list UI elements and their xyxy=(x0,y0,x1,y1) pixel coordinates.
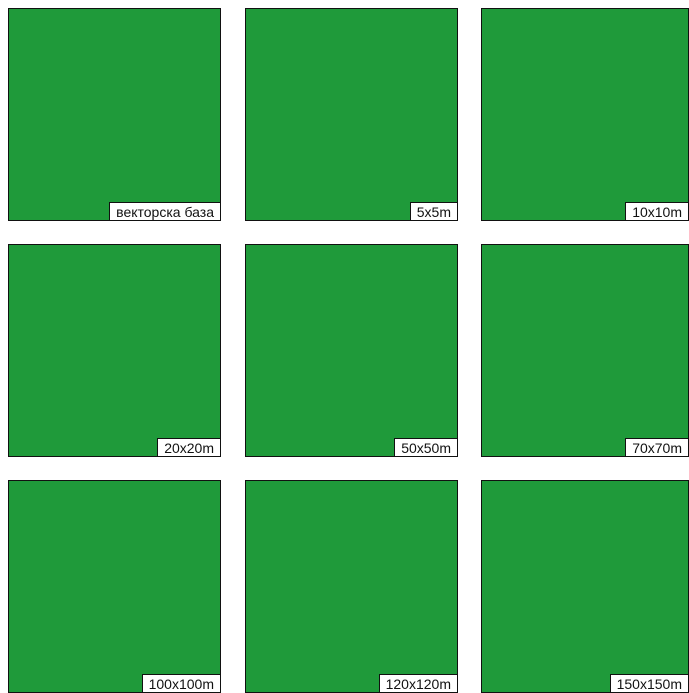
panel-label: 50x50m xyxy=(394,438,457,456)
panel-label: 5x5m xyxy=(409,202,457,220)
map-50x50 xyxy=(246,245,457,456)
map-background xyxy=(9,245,220,456)
map-background xyxy=(246,245,457,456)
map-panel-150x150: 150x150m xyxy=(481,480,689,693)
map-70x70 xyxy=(482,247,688,454)
map-100x100 xyxy=(9,481,220,692)
map-background xyxy=(246,481,457,692)
map-20x20 xyxy=(9,245,220,456)
map-background xyxy=(9,9,220,220)
map-panel-50x50: 50x50m xyxy=(245,244,458,457)
map-panel-5x5: 5x5m xyxy=(245,8,458,221)
panel-label: векторска база xyxy=(109,202,220,220)
map-background xyxy=(482,483,688,690)
map-panel-100x100: 100x100m xyxy=(8,480,221,693)
map-panel-20x20: 20x20m xyxy=(8,244,221,457)
map-background xyxy=(246,9,457,220)
panel-label: 150x150m xyxy=(609,674,688,692)
map-background xyxy=(9,481,220,692)
map-5x5 xyxy=(246,9,457,220)
map-vector xyxy=(9,9,220,220)
panel-label: 10x10m xyxy=(625,202,688,220)
panel-label: 120x120m xyxy=(378,674,457,692)
panel-label: 100x100m xyxy=(141,674,220,692)
map-10x10 xyxy=(482,11,688,218)
map-panel-120x120: 120x120m xyxy=(245,480,458,693)
panel-label: 20x20m xyxy=(157,438,220,456)
map-panel-vector: векторска база xyxy=(8,8,221,221)
map-background xyxy=(482,11,688,218)
map-panel-10x10: 10x10m xyxy=(481,8,689,221)
panel-label: 70x70m xyxy=(625,438,688,456)
map-120x120 xyxy=(246,481,457,692)
map-background xyxy=(482,247,688,454)
map-150x150 xyxy=(482,483,688,690)
map-panel-70x70: 70x70m xyxy=(481,244,689,457)
